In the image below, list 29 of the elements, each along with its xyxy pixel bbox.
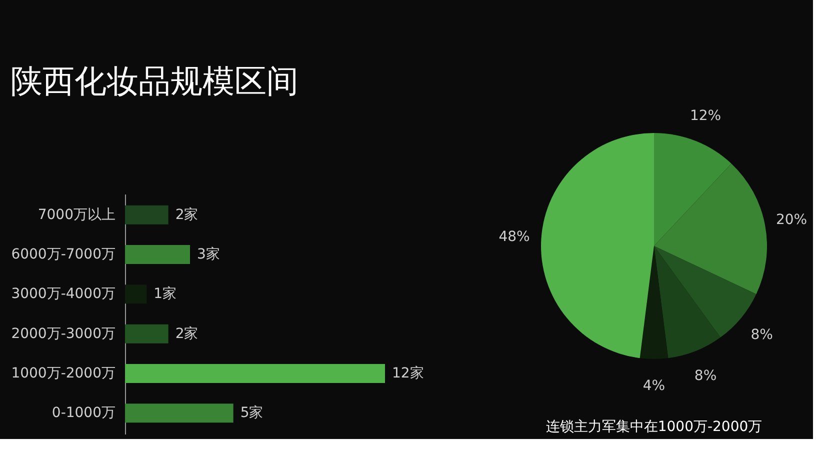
y-tick-label: 7000万以上 [38, 206, 116, 223]
pie-slice [541, 133, 654, 358]
y-tick-label: 2000万-3000万 [11, 326, 116, 342]
data-label: 12% [690, 108, 722, 124]
data-label: 5家 [240, 405, 264, 422]
y-tick-label: 1000万-2000万 [11, 366, 116, 382]
data-label: 3家 [197, 246, 220, 262]
bar [125, 244, 190, 264]
bar [125, 284, 147, 304]
pie-slice [654, 246, 720, 358]
data-label: 4% [642, 378, 666, 394]
data-label: 1家 [154, 286, 177, 302]
data-label: 8% [750, 327, 773, 344]
data-label: 8% [694, 368, 717, 384]
bar [125, 364, 385, 384]
pie-slice [640, 246, 668, 359]
y-tick-label: 3000万-4000万 [11, 286, 116, 302]
y-tick-label: 6000万-7000万 [11, 246, 116, 262]
bar [125, 324, 168, 344]
data-label: 2家 [175, 326, 198, 342]
chart-title: 陕西化妆品规模区间 [10, 62, 299, 100]
bar [125, 205, 168, 224]
data-label: 20% [776, 212, 808, 228]
data-label: 12家 [392, 366, 424, 382]
data-label: 2家 [175, 206, 198, 223]
bar [125, 404, 234, 423]
text: 连锁主力军集中在1000万-2000万 [546, 419, 762, 435]
data-label: 48% [498, 229, 530, 246]
y-tick-label: 0-1000万 [52, 405, 116, 422]
